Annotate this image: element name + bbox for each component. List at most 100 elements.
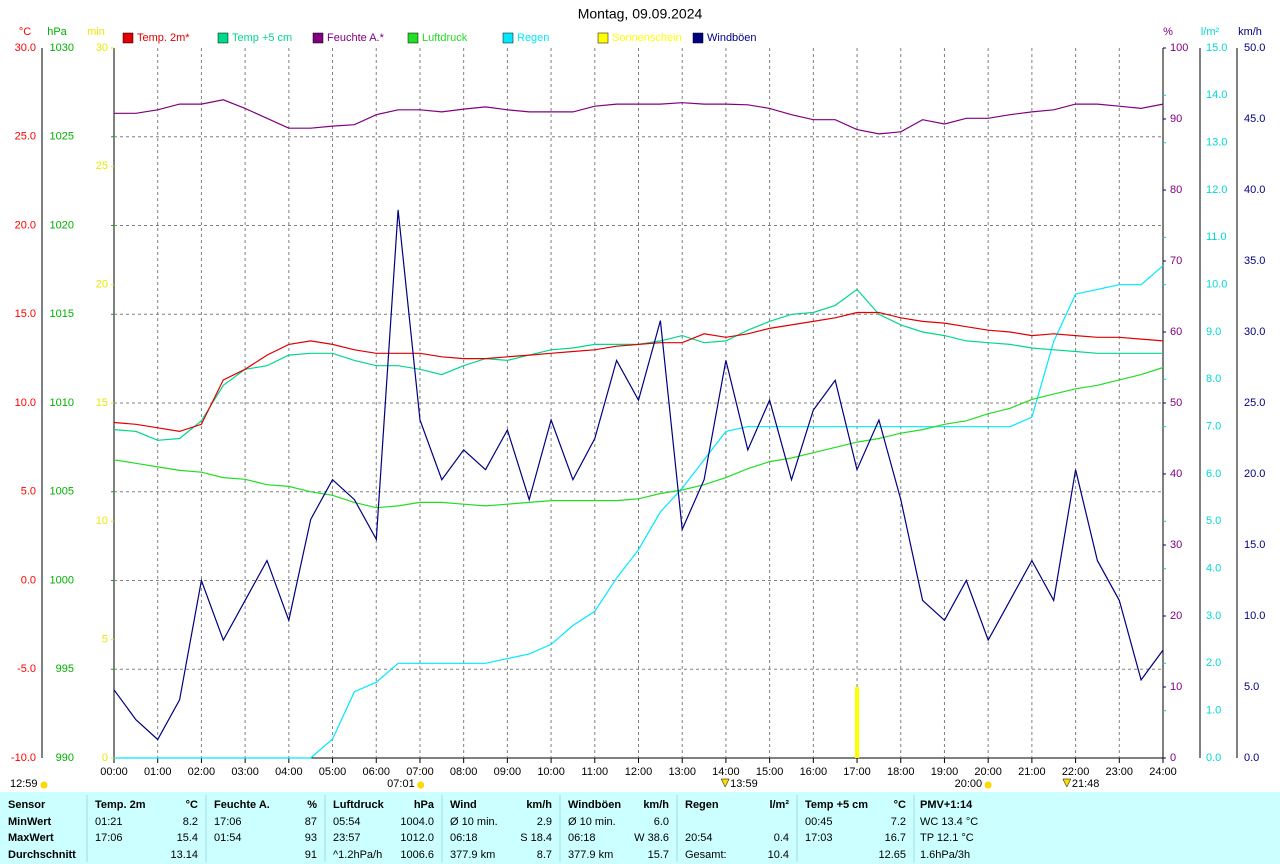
table-cell: 20:54 [685,832,713,844]
table-cell: 17:06 [214,816,242,828]
y-axis-title: l/m² [1201,26,1220,38]
annotation-label: 20:00 [955,778,983,790]
legend-swatch [122,32,134,44]
y-tick-label: 15 [96,397,108,409]
y-axis-title: km/h [1238,26,1262,38]
y-tick-label: 100 [1170,42,1188,54]
table-cell: W 38.6 [634,832,669,844]
sun-marker [417,781,425,789]
legend-swatch [502,32,514,44]
row-label: MaxWert [8,832,54,844]
table-cell: 1.6hPa/3h [920,849,970,861]
y-tick-label: 4.0 [1206,563,1221,575]
table-header: % [307,799,317,811]
table-header: hPa [414,799,435,811]
y-tick-label: 90 [1170,113,1182,125]
x-tick-label: 13:00 [668,766,696,778]
y-tick-label: 20 [96,279,108,291]
table-cell: 16.7 [885,832,906,844]
legend-label: Temp. 2m* [137,32,190,44]
table-cell: 377.9 km [568,849,613,861]
table-cell: Ø 10 min. [450,816,498,828]
y-tick-label: 1030 [50,42,74,54]
table-cell: 17:06 [95,832,123,844]
table-cell: ^1.2hPa/h [333,849,382,861]
y-tick-label: 40 [1170,468,1182,480]
table-cell: 06:18 [568,832,596,844]
y-tick-label: 60 [1170,326,1182,338]
table-header: Wind [450,799,477,811]
y-tick-label: 0 [102,752,108,764]
legend-label: Luftdruck [422,32,468,44]
legend-label: Feuchte A.* [327,32,385,44]
y-tick-label: 1015 [50,308,74,320]
x-tick-label: 15:00 [756,766,784,778]
table-header: l/m² [769,799,789,811]
y-tick-label: 3.0 [1206,610,1221,622]
legend-swatch [407,32,419,44]
y-tick-label: -5.0 [17,663,36,675]
table-cell: 8.7 [537,849,552,861]
y-tick-label: 990 [56,752,74,764]
x-tick-label: 03:00 [231,766,259,778]
table-header: Regen [685,799,719,811]
legend-swatch [692,32,704,44]
y-tick-label: 10 [96,515,108,527]
y-tick-label: 10.0 [15,397,36,409]
x-tick-label: 00:00 [100,766,128,778]
sun-marker [40,781,48,789]
table-cell: 05:54 [333,816,361,828]
y-tick-label: 0 [1170,752,1176,764]
y-tick-label: 25.0 [15,131,36,143]
y-tick-label: 15.0 [1206,42,1227,54]
series-line [113,366,1164,509]
x-tick-label: 21:00 [1018,766,1046,778]
x-tick-label: 02:00 [188,766,216,778]
y-tick-label: 15.0 [15,308,36,320]
x-tick-label: 04:00 [275,766,303,778]
table-cell: 6.0 [654,816,669,828]
y-tick-label: 20 [1170,610,1182,622]
x-tick-label: 23:00 [1106,766,1134,778]
y-tick-label: 10 [1170,681,1182,693]
y-tick-label: 8.0 [1206,373,1221,385]
annotation-label: 21:48 [1072,778,1100,790]
legend-swatch [217,32,229,44]
table-cell: 0.4 [774,832,789,844]
x-tick-label: 14:00 [712,766,740,778]
y-tick-label: 10.0 [1244,610,1265,622]
annotation-label: 13:59 [730,778,758,790]
table-header: °C [894,799,906,811]
table-cell: 7.2 [891,816,906,828]
table-cell: 12.65 [878,849,906,861]
y-tick-label: 30.0 [15,42,36,54]
table-cell: 13.14 [170,849,198,861]
y-tick-label: 9.0 [1206,326,1221,338]
bar [855,687,860,758]
y-tick-label: 30 [1170,539,1182,551]
y-tick-label: 5.0 [1206,515,1221,527]
y-tick-label: 50 [1170,397,1182,409]
corner-note: 12:59 [10,778,38,790]
table-cell: 23:57 [333,832,361,844]
y-tick-label: 0.0 [21,574,36,586]
x-tick-label: 05:00 [319,766,347,778]
x-tick-label: 18:00 [887,766,915,778]
y-axis-title: min [87,26,105,38]
y-axis-title: % [1163,26,1173,38]
legend-label: Sonnenschein [612,32,682,44]
table-cell: 377.9 km [450,849,495,861]
table-cell: 15.7 [648,849,669,861]
y-axis-title: °C [19,26,31,38]
table-cell: 1012.0 [400,832,434,844]
legend-swatch [312,32,324,44]
y-tick-label: 10.0 [1206,279,1227,291]
table-cell: 00:45 [805,816,833,828]
x-tick-label: 22:00 [1062,766,1090,778]
triangle-marker [1062,778,1072,788]
table-header: Sensor [8,799,46,811]
x-tick-label: 20:00 [974,766,1002,778]
x-tick-label: 24:00 [1149,766,1177,778]
